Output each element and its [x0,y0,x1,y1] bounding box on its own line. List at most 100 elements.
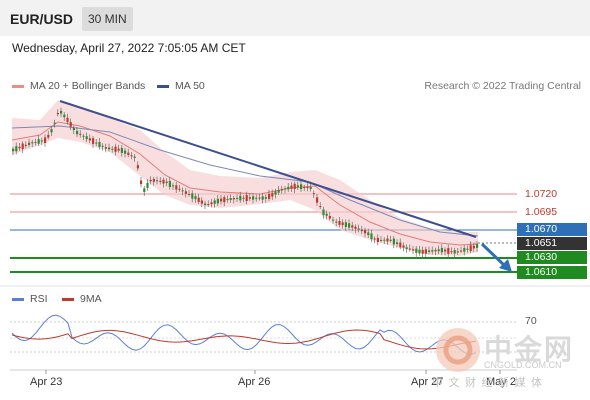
candle-body [376,237,379,243]
candle-body [293,183,296,189]
candle-body [168,181,171,188]
candle-body [344,222,347,227]
candle-body [271,192,274,197]
candle-body [428,250,431,252]
candle-body [92,138,95,144]
candle-body [28,142,31,145]
candle-body [210,202,213,205]
candle-body [392,238,395,245]
ma50-line [11,125,479,237]
candle-body [120,147,123,153]
candle-body [380,239,383,241]
candle-body [287,186,290,190]
candle-body [444,249,447,252]
candle-body [248,197,251,199]
bollinger-band [12,100,478,256]
candle-body [354,226,357,229]
candle-body [360,229,363,232]
legend-ma20-bollinger: MA 20 + Bollinger Bands [12,80,145,92]
price-label-r2: 1.0695 [525,206,558,218]
chart-datetime: Wednesday, April 27, 2022 7:05:05 AM CET [12,41,246,55]
price-tag-current: 1.0651 [517,237,587,250]
candle-body [296,185,299,188]
candle-body [114,146,117,152]
candle-body [236,197,239,199]
candle-body [31,142,34,144]
candle-body [312,193,315,195]
candle-body [450,251,453,253]
candle-body [226,199,229,201]
chart-header: EUR/USD 30 MIN [0,0,590,36]
candle-body [72,127,75,131]
candle-body [402,245,405,248]
candle-body [159,180,162,182]
candle-body [469,245,472,251]
candle-body [437,249,440,252]
x-axis-label-4: May 2 [486,376,516,388]
candle-body [332,219,335,221]
candle-body [24,144,27,146]
candle-body [280,189,283,191]
candle-body [188,193,191,195]
candle-body [213,200,216,204]
candle-body [53,122,56,124]
price-label-r1: 1.0720 [525,188,558,200]
watermark-title: 中金网 [484,333,575,366]
candle-body [108,147,111,150]
legend-ma20-label: MA 20 + Bollinger Bands [30,80,146,92]
candle-body [434,249,437,252]
candle-body [386,238,389,242]
candle-body [239,195,242,201]
legend-rsi-ma-label: 9MA [80,293,102,305]
candle-body [431,250,434,252]
candle-body [229,198,232,201]
candle-body [124,150,127,154]
rsi-ma-swatch [62,297,74,301]
candle-body [357,228,360,230]
legend-rsi: RSI [12,293,48,305]
candle-body [204,203,207,206]
candle-body [12,148,15,152]
candle-body [156,180,159,182]
candle-body [40,140,43,142]
candle-body [322,209,325,216]
candle-body [456,251,459,253]
candle-body [367,232,370,236]
candle-body [290,185,293,189]
x-axis-label-1: Apr 23 [30,376,63,388]
candle-body [341,222,344,226]
candle-body [309,186,312,189]
candle-body [424,249,427,254]
candle-body [44,137,47,144]
timeframe-button[interactable]: 30 MIN [82,7,133,31]
candle-body [255,197,258,199]
candle-body [264,197,267,199]
watermark: 中金网 CNGOLD.COM.CN 中 文 财 经 新 媒 体 [432,324,582,390]
candle-body [15,146,18,152]
candle-body [373,238,376,240]
candle-body [152,178,155,182]
candle-body [335,221,338,223]
candle-body [194,196,197,200]
candle-body [216,198,219,204]
candle-body [338,220,341,225]
candle-body [447,248,450,254]
watermark-tagline: 中 文 财 经 新 媒 体 [432,376,543,389]
candle-body [104,147,107,149]
candle-body [127,152,130,155]
candle-body [306,186,309,189]
candle-body [200,200,203,204]
candle-body [140,180,143,185]
rsi-70-label: 70 [525,315,537,327]
price-tag-s2: 1.0610 [517,266,587,279]
candle-body [370,233,373,240]
candle-body [364,229,367,234]
candle-body [232,198,235,200]
candle-body [408,248,411,250]
candle-body [277,189,280,193]
candle-body [191,193,194,199]
candle-body [476,244,479,248]
candle-body [60,110,63,114]
candle-body [63,114,66,118]
